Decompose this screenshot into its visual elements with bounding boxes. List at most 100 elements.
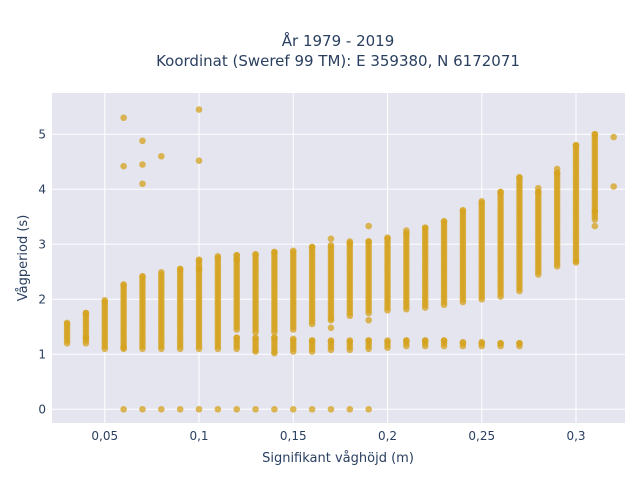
data-point — [233, 334, 241, 342]
data-point — [516, 339, 523, 347]
data-point — [120, 405, 127, 413]
data-point — [327, 316, 335, 324]
x-tick-label: 0,3 — [566, 429, 585, 443]
y-axis-title: Vågperiod (s) — [16, 215, 31, 302]
data-point — [365, 222, 372, 230]
data-point — [534, 184, 542, 192]
data-point — [497, 188, 504, 196]
y-tick-label: 5 — [38, 127, 46, 141]
data-point — [271, 248, 278, 256]
data-point — [516, 173, 523, 181]
data-point — [139, 180, 146, 188]
data-point — [289, 335, 297, 343]
data-point — [459, 338, 467, 346]
x-tick-label: 0,05 — [91, 429, 118, 443]
data-point — [403, 227, 410, 234]
data-point — [214, 253, 222, 260]
data-point — [289, 247, 297, 255]
data-point — [497, 339, 504, 347]
data-point — [233, 256, 241, 263]
data-point — [271, 405, 278, 413]
plot-area — [52, 93, 625, 423]
data-point — [346, 405, 354, 413]
data-point — [158, 269, 165, 276]
x-tick-label: 0,25 — [468, 429, 495, 443]
data-point — [289, 326, 297, 333]
y-tick-label: 1 — [38, 347, 46, 361]
data-point — [252, 334, 259, 342]
data-point — [195, 157, 203, 164]
chart-title-line2: Koordinat (Sweref 99 TM): E 359380, N 61… — [156, 52, 520, 70]
x-tick-label: 0,15 — [280, 429, 307, 443]
points-layer — [63, 106, 617, 413]
data-point — [553, 165, 561, 173]
y-tick-label: 3 — [38, 237, 46, 251]
x-axis-title: Signifikant våghöjd (m) — [262, 451, 414, 466]
data-point — [252, 250, 259, 258]
data-point — [478, 198, 486, 205]
data-point — [365, 316, 372, 324]
data-point — [591, 222, 599, 230]
data-point — [139, 405, 146, 413]
data-point — [384, 337, 391, 344]
data-point — [120, 162, 127, 170]
x-tick-label: 0,1 — [189, 429, 208, 443]
data-point — [610, 183, 617, 190]
data-point — [195, 106, 203, 113]
data-point — [346, 337, 354, 344]
data-point — [214, 405, 222, 413]
data-point — [289, 405, 297, 413]
data-point — [101, 345, 109, 353]
data-point — [252, 348, 259, 355]
data-point — [591, 207, 599, 215]
data-point — [327, 242, 335, 249]
data-point — [63, 319, 71, 327]
data-point — [176, 265, 184, 273]
data-point — [139, 272, 146, 280]
data-point — [572, 141, 580, 149]
x-tick-label: 0,2 — [378, 429, 397, 443]
data-point — [195, 405, 203, 413]
data-point — [271, 349, 278, 357]
data-point — [158, 152, 165, 160]
data-point — [271, 334, 278, 342]
data-point — [327, 235, 335, 243]
y-tick-label: 4 — [38, 182, 46, 196]
data-point — [82, 309, 90, 317]
data-point — [478, 338, 486, 346]
data-point — [82, 334, 90, 342]
data-point — [308, 337, 316, 344]
data-point — [440, 337, 448, 344]
data-point — [101, 297, 109, 304]
data-point — [308, 243, 316, 251]
data-point — [365, 337, 372, 344]
data-point — [195, 256, 203, 263]
data-point — [440, 217, 448, 225]
ticks-layer: 0,05 0,1 0,15 0,2 0,25 0,3 0 1 2 3 4 5 — [38, 127, 585, 443]
data-point — [120, 281, 127, 288]
data-point — [365, 238, 372, 245]
data-point — [591, 130, 599, 138]
data-point — [120, 114, 127, 122]
data-point — [459, 206, 467, 214]
data-point — [195, 265, 203, 273]
y-tick-label: 2 — [38, 292, 46, 306]
data-point — [610, 133, 617, 141]
data-point — [158, 405, 165, 413]
data-point — [421, 337, 429, 344]
data-point — [120, 344, 127, 351]
data-point — [327, 324, 335, 332]
chart-title-line1: År 1979 - 2019 — [282, 31, 395, 50]
data-point — [591, 216, 599, 223]
data-point — [252, 405, 259, 413]
data-point — [139, 161, 146, 168]
data-point — [327, 405, 335, 413]
data-point — [346, 238, 354, 245]
data-point — [403, 337, 410, 344]
data-point — [308, 405, 316, 413]
data-point — [365, 405, 372, 413]
data-point — [139, 137, 146, 145]
data-point — [572, 259, 580, 266]
